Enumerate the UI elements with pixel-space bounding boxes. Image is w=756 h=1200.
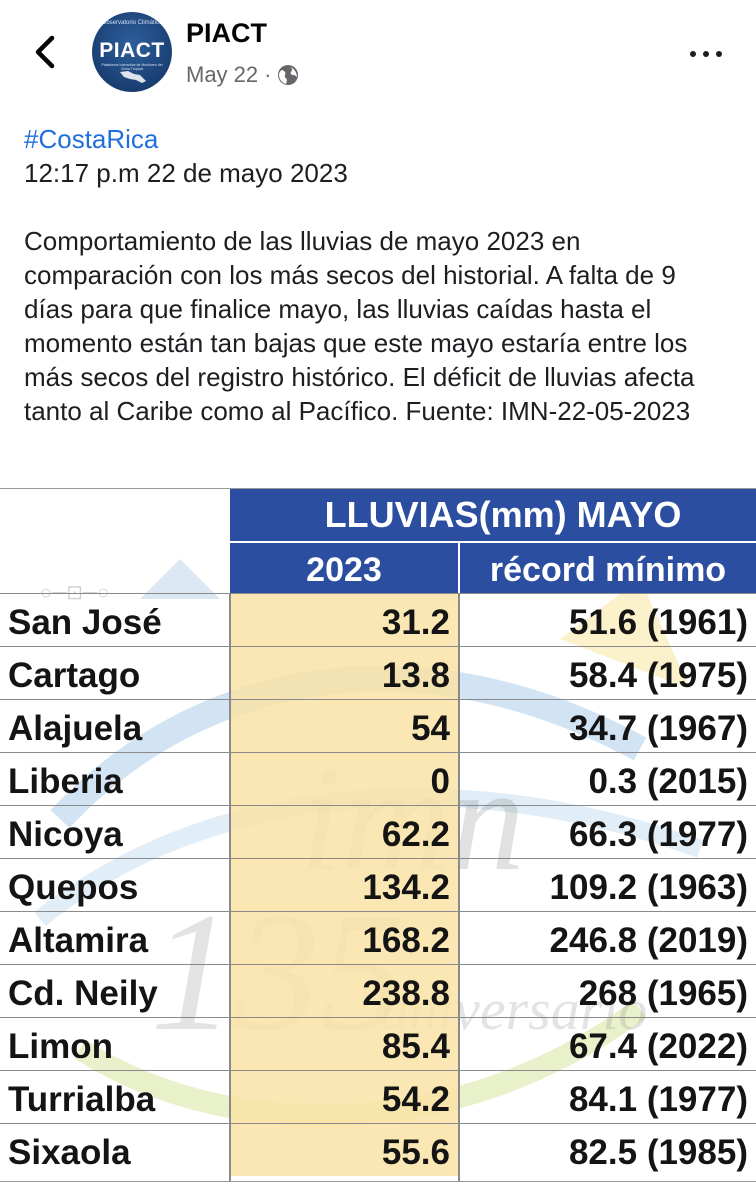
city-cell: Cd. Neily (8, 974, 158, 1013)
rain-2023-cell: 134.2 (230, 859, 458, 911)
table-row: Sixaola 55.6 82.5 (1985) (0, 1123, 756, 1176)
rain-2023-cell: 238.8 (230, 965, 458, 1017)
rain-2023-cell: 62.2 (230, 806, 458, 858)
record-min-cell: 66.3 (1977) (568, 815, 748, 854)
record-min-cell: 109.2 (1963) (549, 868, 748, 907)
city-cell: Alajuela (8, 709, 143, 748)
city-cell: Nicoya (8, 815, 123, 854)
avatar-top-text: Observatorio Climático (101, 20, 163, 26)
rain-2023-cell: 55.6 (230, 1124, 458, 1176)
column-header-2023: 2023 (230, 543, 458, 593)
rainfall-table-image[interactable]: ○─⊡─○ imn 135 aniversario LLUVIAS(mm) MA… (0, 488, 756, 1182)
page-name[interactable]: PIACT (186, 18, 267, 48)
table-row: Alajuela 54 34.7 (1967) (0, 699, 756, 752)
rain-2023-cell: 54.2 (230, 1071, 458, 1123)
city-cell: Altamira (8, 921, 149, 960)
post-header: Observatorio Climático PIACT Plataforma … (0, 0, 756, 112)
record-min-cell: 246.8 (2019) (549, 921, 748, 960)
table-row: San José 31.2 51.6 (1961) (0, 593, 756, 646)
rain-2023-cell: 168.2 (230, 912, 458, 964)
avatar-name: PIACT (99, 39, 165, 62)
city-cell: Turrialba (8, 1080, 156, 1119)
rain-2023-cell: 0 (230, 753, 458, 805)
rain-2023-cell: 54 (230, 700, 458, 752)
city-cell: San José (8, 603, 162, 642)
record-min-cell: 84.1 (1977) (568, 1080, 748, 1119)
record-min-cell: 34.7 (1967) (568, 709, 748, 748)
globe-icon (278, 65, 299, 85)
table-row: Cartago 13.8 58.4 (1975) (0, 646, 756, 699)
table-row: Nicoya 62.2 66.3 (1977) (0, 805, 756, 858)
post-body: Comportamiento de las lluvias de mayo 20… (24, 226, 695, 426)
more-options-icon[interactable] (690, 44, 730, 58)
city-cell: Cartago (8, 656, 141, 695)
city-cell: Quepos (8, 868, 139, 907)
table-row: Altamira 168.2 246.8 (2019) (0, 911, 756, 964)
column-divider (458, 593, 460, 1181)
separator-dot: · (264, 62, 272, 87)
column-header-record: récord mínimo (460, 543, 756, 593)
avatar-subtitle: Plataforma Interactiva de Monitoreo del … (101, 63, 163, 71)
post-meta: May 22 · (186, 62, 299, 88)
record-min-cell: 67.4 (2022) (568, 1027, 748, 1066)
table-row: Cd. Neily 238.8 268 (1965) (0, 964, 756, 1017)
post-text: #CostaRica 12:17 p.m 22 de mayo 2023 Com… (24, 122, 724, 428)
table-row: Liberia 0 0.3 (2015) (0, 752, 756, 805)
record-min-cell: 58.4 (1975) (568, 656, 748, 695)
post-timestamp-line: 12:17 p.m 22 de mayo 2023 (24, 158, 348, 188)
record-min-cell: 268 (1965) (578, 974, 748, 1013)
rain-2023-cell: 13.8 (230, 647, 458, 699)
table-row: Quepos 134.2 109.2 (1963) (0, 858, 756, 911)
table-title: LLUVIAS(mm) MAYO (230, 489, 756, 541)
record-min-cell: 51.6 (1961) (568, 603, 748, 642)
record-min-cell: 82.5 (1985) (568, 1133, 748, 1172)
rain-2023-cell: 31.2 (230, 594, 458, 646)
table-row: Limon 85.4 67.4 (2022) (0, 1017, 756, 1070)
rain-2023-cell: 85.4 (230, 1018, 458, 1070)
record-min-cell: 0.3 (2015) (588, 762, 748, 801)
post-date[interactable]: May 22 (186, 62, 259, 87)
city-cell: Liberia (8, 762, 123, 801)
hashtag-link[interactable]: #CostaRica (24, 124, 159, 154)
city-cell: Limon (8, 1027, 113, 1066)
back-arrow-icon[interactable] (30, 34, 62, 70)
column-divider (229, 593, 231, 1181)
costa-rica-map-icon (120, 71, 146, 83)
avatar[interactable]: Observatorio Climático PIACT Plataforma … (92, 12, 172, 92)
city-cell: Sixaola (8, 1133, 131, 1172)
table-row: Turrialba 54.2 84.1 (1977) (0, 1070, 756, 1123)
